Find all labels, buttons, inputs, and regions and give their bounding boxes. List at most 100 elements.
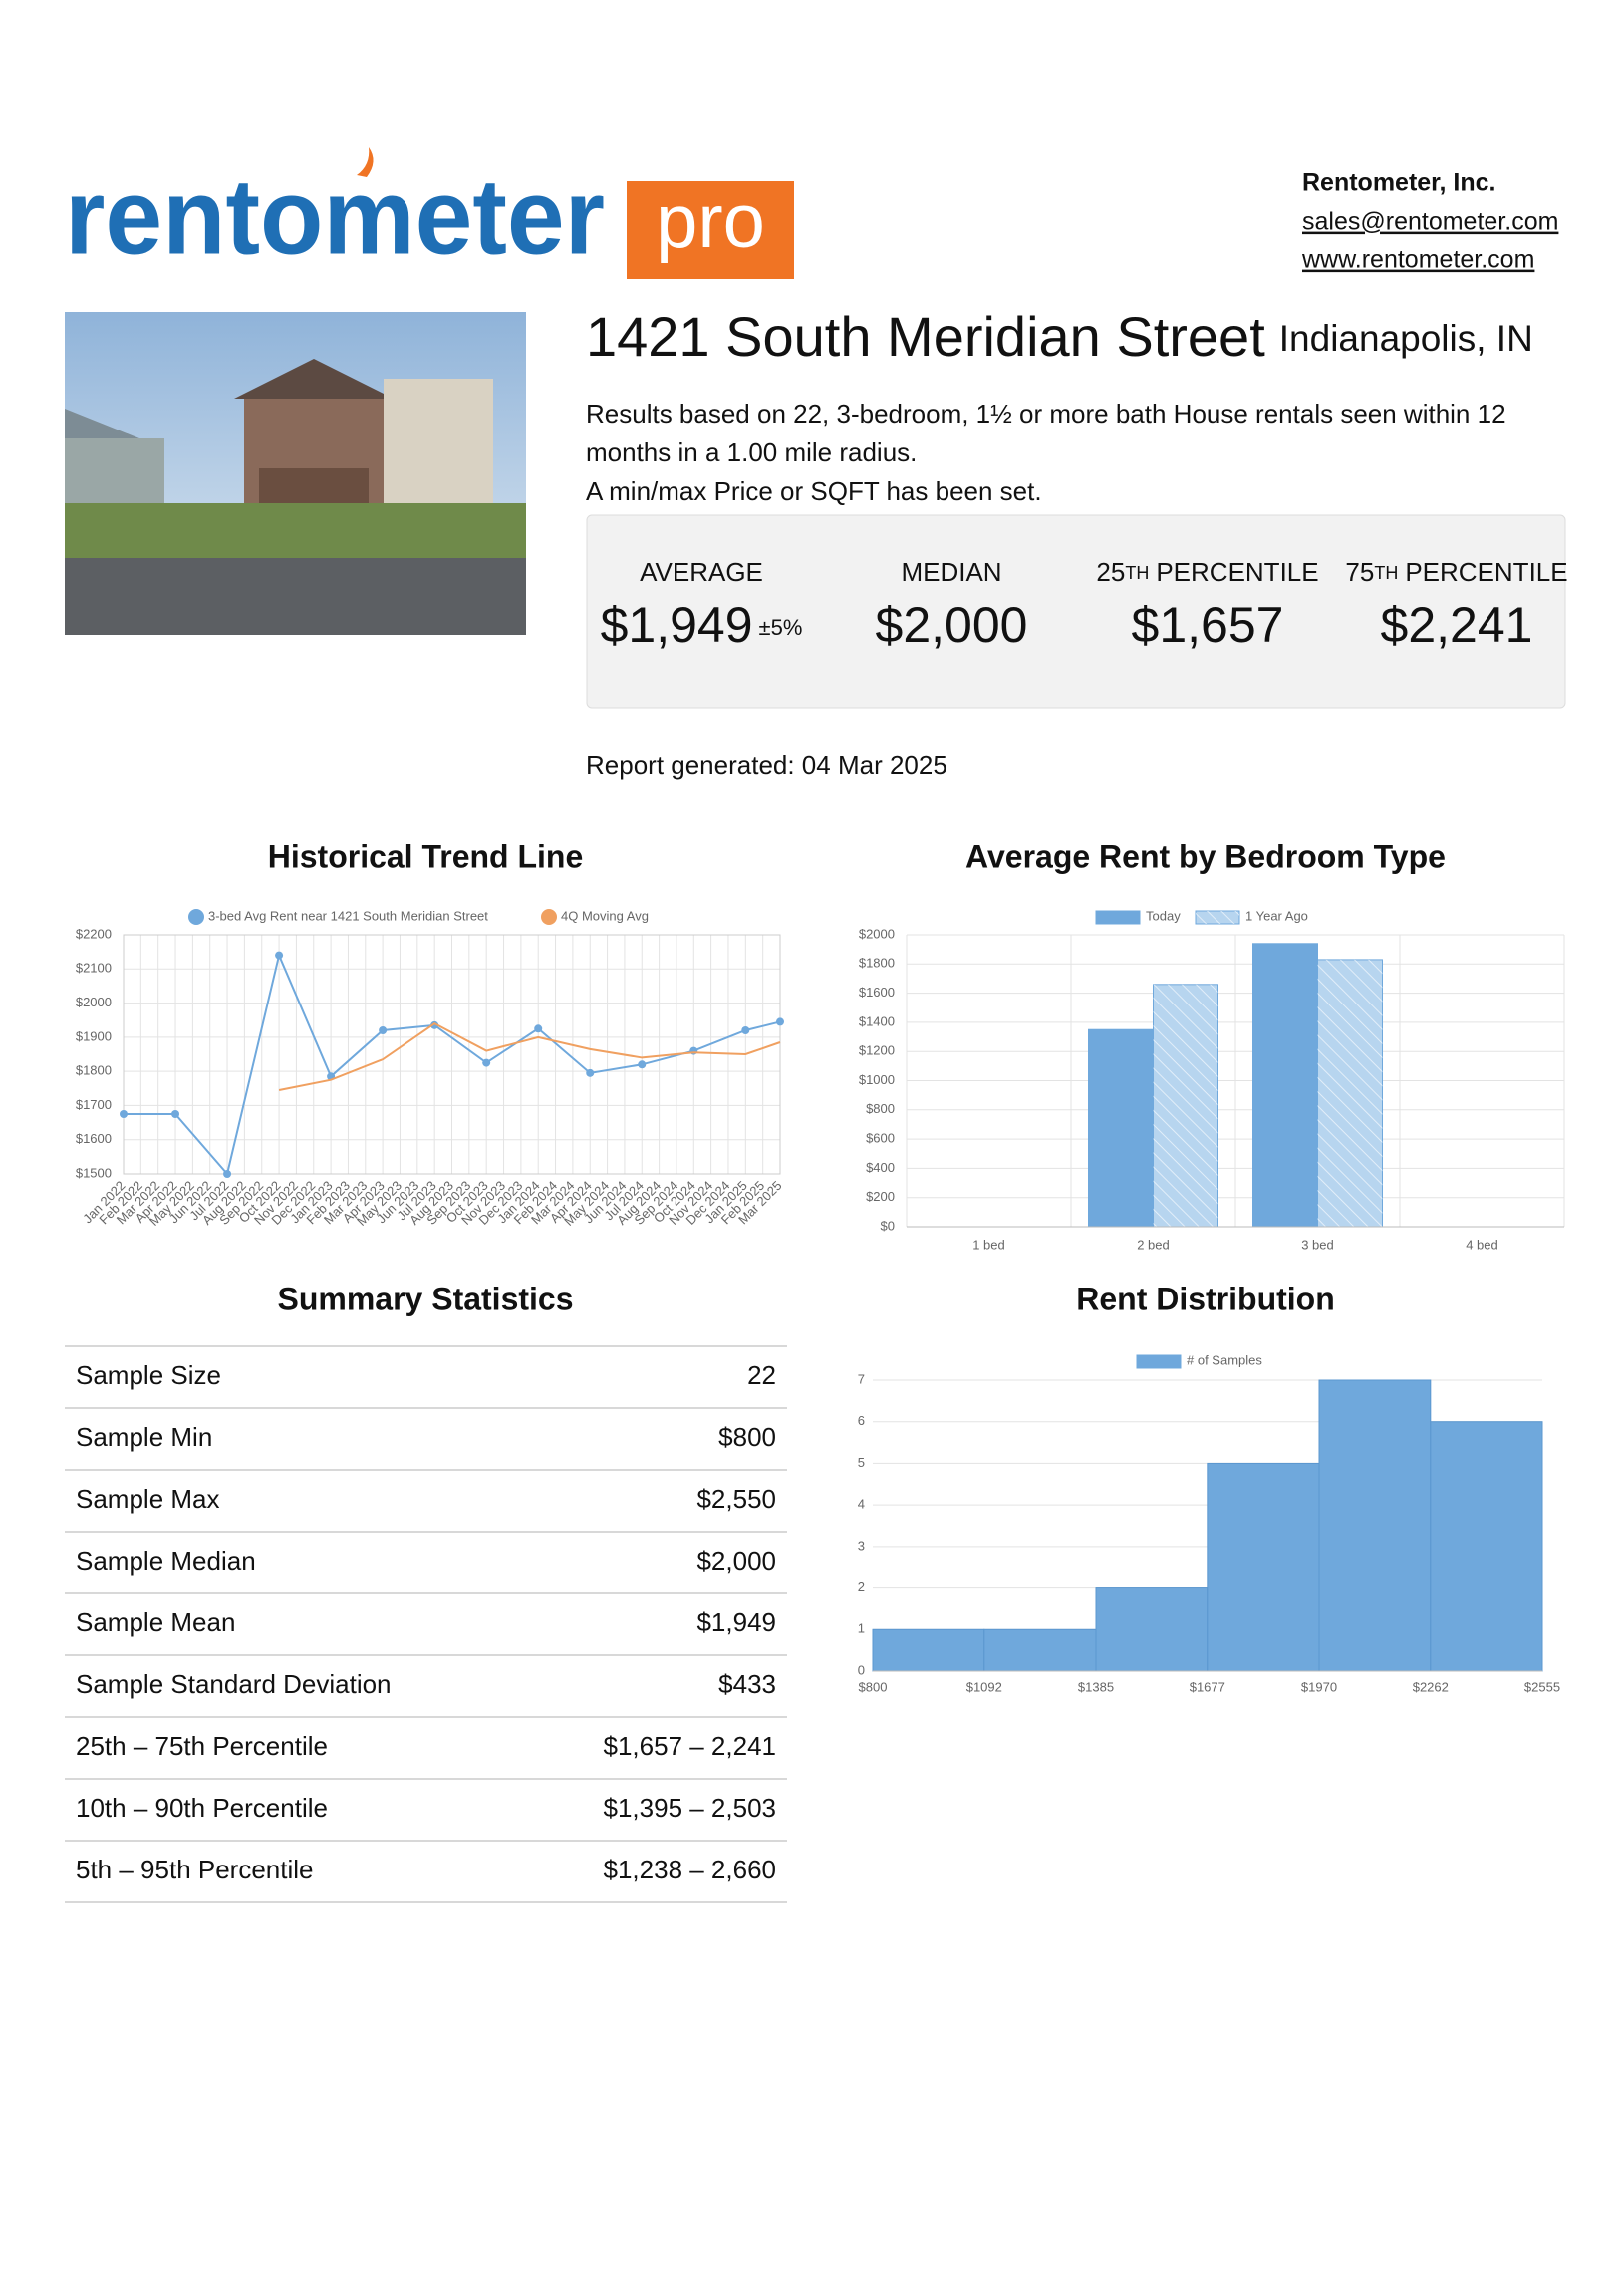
bar (983, 1628, 1097, 1672)
point (534, 1024, 543, 1033)
stat-label: MEDIAN (901, 557, 1001, 587)
row-label: Sample Median (76, 1546, 256, 1576)
stat-value: $1,657 (1132, 597, 1284, 653)
legend-swatch (541, 909, 557, 925)
x-tick-label: $1385 (1078, 1679, 1114, 1694)
address-line: 1421 South Meridian Street Indianapolis, … (586, 305, 1533, 368)
stat-label-number: 75 (1345, 557, 1374, 587)
line (278, 1021, 781, 1091)
bar (1207, 1462, 1320, 1672)
stat-label-suffix: TH (1374, 563, 1398, 583)
bar-hatch (1153, 984, 1218, 1227)
legend-label: 3-bed Avg Rent near 1421 South Meridian … (208, 908, 488, 923)
point (120, 1110, 128, 1118)
legend-swatch (188, 909, 204, 925)
row-label: Sample Size (76, 1360, 221, 1390)
y-tick-label: 3 (858, 1538, 865, 1553)
legend-swatch (1095, 910, 1141, 925)
x-tick-label: 1 bed (972, 1237, 1005, 1252)
stats-box (586, 514, 1566, 709)
city: Indianapolis, IN (1279, 318, 1533, 359)
y-tick-label: $1000 (859, 1072, 895, 1087)
property-photo (65, 312, 526, 635)
row-label: Sample Max (76, 1484, 220, 1514)
chart-title: Average Rent by Bedroom Type (965, 838, 1446, 874)
x-tick-label: $2262 (1413, 1679, 1449, 1694)
legend-label: Today (1146, 908, 1181, 923)
description: A min/max Price or SQFT has been set. (586, 476, 1042, 506)
stat-label-line: 75TH PERCENTILE (1345, 557, 1567, 587)
y-tick-label: $1600 (859, 985, 895, 1000)
description: months in a 1.00 mile radius. (586, 437, 917, 467)
legend-swatch (1136, 1354, 1182, 1369)
point (171, 1110, 180, 1118)
chart-title: Rent Distribution (1076, 1281, 1335, 1316)
row-label: 10th – 90th Percentile (76, 1793, 328, 1823)
bar (1088, 1028, 1154, 1228)
row-label: Sample Mean (76, 1607, 235, 1637)
legend-label: 1 Year Ago (1245, 908, 1308, 923)
point (430, 1020, 439, 1029)
y-tick-label: 6 (858, 1413, 865, 1428)
x-tick-label: $1677 (1190, 1679, 1225, 1694)
point (223, 1170, 232, 1178)
row-value: 22 (747, 1360, 776, 1390)
y-tick-label: $2000 (76, 995, 112, 1009)
y-tick-label: $2000 (859, 926, 895, 941)
company-website[interactable]: www.rentometer.com (1301, 246, 1534, 274)
y-tick-label: $800 (866, 1101, 895, 1116)
stat-value-line: $1,949 ±5% (601, 597, 803, 653)
y-tick-label: $1200 (859, 1043, 895, 1058)
logo-badge-text: pro (656, 179, 765, 264)
point (638, 1060, 647, 1069)
row-value: $2,000 (696, 1546, 776, 1576)
y-tick-label: $1900 (76, 1028, 112, 1043)
chart-title: Historical Trend Line (268, 838, 584, 874)
y-tick-label: 5 (858, 1455, 865, 1470)
x-tick-label: 3 bed (1301, 1237, 1334, 1252)
stat-label: PERCENTILE (1405, 557, 1567, 587)
y-tick-label: $1800 (859, 956, 895, 971)
point (741, 1026, 750, 1034)
legend-label: # of Samples (1187, 1352, 1262, 1367)
y-tick-label: $400 (866, 1160, 895, 1175)
stat-label: PERCENTILE (1156, 557, 1318, 587)
stat-value: $2,000 (876, 597, 1028, 653)
bar (1095, 1587, 1209, 1672)
bar-hatch (1317, 959, 1383, 1227)
stat-value: $2,241 (1381, 597, 1533, 653)
y-tick-label: 7 (858, 1371, 865, 1386)
legend-label: 4Q Moving Avg (561, 908, 649, 923)
legend-hatch (1196, 911, 1239, 924)
row-label: 5th – 95th Percentile (76, 1855, 314, 1884)
bar (1318, 1379, 1432, 1672)
y-tick-label: 4 (858, 1497, 865, 1512)
y-tick-label: $2100 (76, 961, 112, 976)
stat-label: AVERAGE (640, 557, 763, 587)
company-email[interactable]: sales@rentometer.com (1302, 208, 1558, 236)
x-tick-label: $800 (859, 1679, 888, 1694)
point (776, 1017, 784, 1026)
point (379, 1026, 388, 1034)
logo-badge (627, 181, 794, 279)
row-label: Sample Min (76, 1422, 212, 1452)
stat-note: ±5% (759, 615, 803, 640)
bar (1430, 1421, 1543, 1672)
logo-brand: rentometer (65, 156, 605, 277)
table-title: Summary Statistics (277, 1281, 573, 1316)
y-tick-label: $600 (866, 1131, 895, 1146)
y-tick-label: 2 (858, 1579, 865, 1594)
x-tick-label: 2 bed (1137, 1237, 1170, 1252)
row-value: $1,395 – 2,503 (604, 1793, 777, 1823)
row-value: $800 (718, 1422, 776, 1452)
stat-label-number: 25 (1096, 557, 1125, 587)
x-tick-label: $1092 (966, 1679, 1002, 1694)
point (586, 1068, 595, 1077)
stat-label-suffix: TH (1125, 563, 1149, 583)
y-tick-label: $1800 (76, 1063, 112, 1078)
x-tick-label: 4 bed (1466, 1237, 1498, 1252)
y-tick-label: $1600 (76, 1131, 112, 1146)
report-date: Report generated: 04 Mar 2025 (586, 750, 947, 780)
